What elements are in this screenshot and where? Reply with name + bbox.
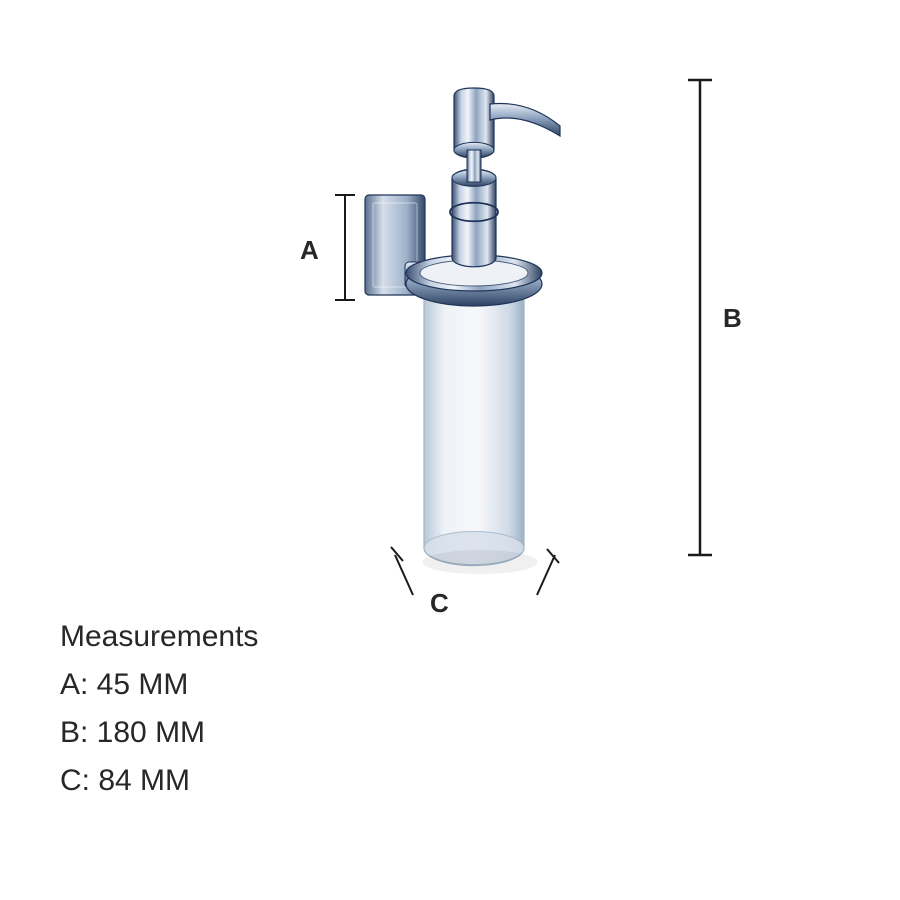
measurements-title: Measurements	[60, 620, 258, 654]
measurements-block: Measurements A: 45 MM B: 180 MM C: 84 MM	[60, 620, 258, 812]
dimension-label-b: B	[723, 303, 742, 334]
dimension-label-a: A	[300, 235, 319, 266]
measurement-row-a: A: 45 MM	[60, 668, 258, 702]
measurement-row-b: B: 180 MM	[60, 716, 258, 750]
measurement-row-c: C: 84 MM	[60, 764, 258, 798]
diagram-canvas: A B C Measurements A: 45 MM B: 180 MM C:…	[0, 0, 900, 900]
dimension-label-c: C	[430, 588, 449, 619]
